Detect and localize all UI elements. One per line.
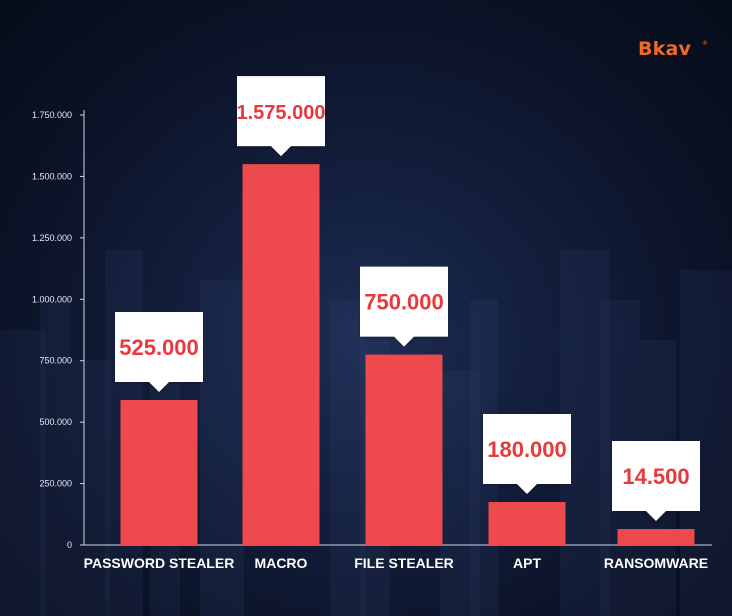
data-labels: 525.000 1.575.000 750.000 180.000 14.500 [115, 76, 700, 522]
y-tick-label: 1.250.000 [32, 233, 72, 243]
bars [120, 164, 695, 545]
category-label: APT [513, 555, 541, 571]
category-labels: PASSWORD STEALER MACRO FILE STEALER APT RANS… [84, 555, 708, 571]
category-label: RANSOMWARE [604, 555, 708, 571]
skyline-building [0, 330, 46, 616]
data-label-text: 525.000 [119, 335, 199, 360]
y-tick-label: 250.000 [39, 479, 72, 489]
skyline-building [200, 280, 244, 616]
skyline-building [440, 370, 480, 616]
bar [242, 164, 320, 545]
brand-logo: Bkav [638, 38, 692, 60]
data-label-text: 750.000 [364, 290, 444, 315]
category-label: FILE STEALER [354, 555, 454, 571]
y-tick-label: 1.000.000 [32, 294, 72, 304]
data-label-callout [115, 312, 203, 393]
bar [365, 354, 443, 545]
skyline-building [40, 300, 70, 616]
y-tick-label: 750.000 [39, 356, 72, 366]
skyline-building [330, 300, 366, 616]
data-label-callout [612, 441, 700, 522]
data-label-callout [360, 266, 448, 347]
y-tick-label: 500.000 [39, 417, 72, 427]
y-tick-label: 1.500.000 [32, 171, 72, 181]
category-label: MACRO [255, 555, 308, 571]
bar [617, 529, 695, 545]
bar [120, 400, 198, 545]
skyline-building [70, 360, 110, 616]
category-label: PASSWORD STEALER [84, 555, 235, 571]
data-label-text: 14.500 [622, 464, 689, 489]
data-label-text: 1.575.000 [237, 102, 326, 124]
data-label-callout [483, 414, 571, 494]
brand-registered-mark: ® [702, 40, 708, 47]
data-label-text: 180.000 [487, 437, 567, 462]
y-tick-label: 1.750.000 [32, 110, 72, 120]
y-tick-label: 0 [67, 540, 72, 550]
bar [488, 502, 566, 545]
data-label-callout [237, 76, 325, 157]
